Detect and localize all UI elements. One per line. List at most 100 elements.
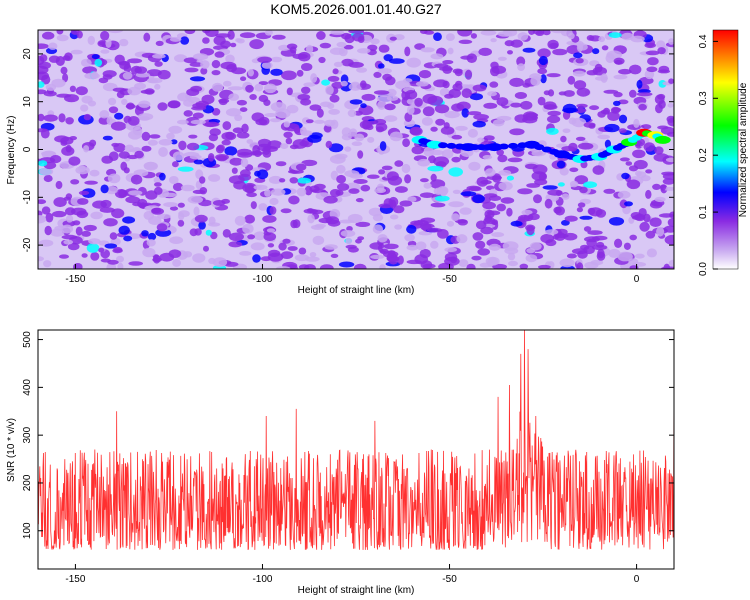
heatmap-blob <box>466 263 476 269</box>
heatmap-blob <box>647 57 659 66</box>
heatmap-blob <box>472 194 485 204</box>
heatmap-blob <box>152 53 166 59</box>
heatmap-blob <box>521 209 533 216</box>
heatmap-blob <box>38 215 46 221</box>
heatmap-blob <box>100 199 112 208</box>
heatmap-blob <box>526 225 535 236</box>
heatmap-blob <box>420 217 436 224</box>
heatmap-blob <box>497 31 513 37</box>
heatmap-blob <box>595 76 608 81</box>
heatmap-blob <box>369 242 385 250</box>
heatmap-blob <box>119 60 131 70</box>
heatmap-blob <box>313 119 325 124</box>
heatmap-blob <box>189 154 202 160</box>
heatmap-blob <box>567 75 576 85</box>
heatmap-ridge-point <box>541 146 552 153</box>
heatmap-blob <box>383 243 399 250</box>
heatmap-blob <box>573 80 587 90</box>
heatmap-blob <box>591 244 608 251</box>
heatmap-blob <box>469 93 483 101</box>
heatmap-blob <box>201 94 215 105</box>
heatmap-blob <box>397 255 404 265</box>
heatmap-blob <box>667 131 674 137</box>
heatmap-blob <box>455 125 468 131</box>
heatmap-blob <box>220 61 237 70</box>
heatmap-blob <box>45 212 54 223</box>
heatmap-blob <box>301 86 311 95</box>
y-tick-label: 200 <box>22 474 33 491</box>
heatmap-blob <box>576 42 584 53</box>
heatmap-blob <box>594 63 603 73</box>
heatmap-blob <box>180 184 195 192</box>
heatmap-blob <box>603 89 619 94</box>
heatmap-blob <box>38 128 48 133</box>
heatmap-blob <box>645 169 653 174</box>
heatmap-blob <box>193 206 200 216</box>
snr-series-line <box>38 330 674 550</box>
heatmap-blob <box>472 84 487 92</box>
heatmap-blob <box>443 122 450 129</box>
heatmap-blob <box>430 53 444 60</box>
heatmap-blob <box>645 189 652 199</box>
heatmap-blob <box>225 54 235 64</box>
heatmap-blob <box>329 47 345 55</box>
heatmap-blob <box>561 219 570 226</box>
heatmap-blob <box>657 69 671 74</box>
heatmap-blob <box>489 81 499 88</box>
heatmap-blob <box>458 39 473 44</box>
heatmap-blob <box>294 254 310 262</box>
heatmap-blob <box>148 216 162 225</box>
heatmap-blob <box>477 248 491 256</box>
heatmap-blob <box>122 71 133 80</box>
heatmap-blob <box>600 109 610 115</box>
heatmap-blob <box>111 142 120 147</box>
heatmap-blob <box>427 165 444 172</box>
heatmap-blob <box>341 133 352 141</box>
heatmap-blob <box>187 195 203 204</box>
heatmap-blob <box>447 47 454 55</box>
heatmap-blob <box>264 83 277 94</box>
heatmap-blob <box>497 56 507 61</box>
heatmap-blob <box>344 146 352 152</box>
heatmap-blob <box>228 232 244 242</box>
heatmap-blob <box>628 165 639 172</box>
heatmap-blob <box>618 114 628 124</box>
heatmap-blob <box>38 160 48 167</box>
heatmap-blob <box>430 202 446 208</box>
heatmap-blob <box>247 69 254 77</box>
heatmap-blob <box>38 210 43 217</box>
heatmap-blob <box>278 178 286 183</box>
heatmap-blob <box>45 83 57 91</box>
heatmap-blob <box>538 55 548 66</box>
heatmap-blob <box>399 200 413 207</box>
heatmap-blob <box>406 244 419 251</box>
heatmap-blob <box>588 123 596 129</box>
heatmap-blob <box>84 180 98 185</box>
heatmap-blob <box>507 50 513 55</box>
heatmap-blob <box>614 238 623 248</box>
heatmap-blob <box>87 100 97 107</box>
heatmap-blob <box>84 72 100 80</box>
heatmap-blob <box>589 105 600 111</box>
heatmap-blob <box>444 247 458 253</box>
heatmap-blob <box>666 115 674 123</box>
heatmap-blob <box>639 221 650 232</box>
heatmap-blob <box>163 202 179 208</box>
heatmap-blob <box>383 54 393 62</box>
heatmap-blob <box>282 238 291 244</box>
heatmap-blob <box>43 260 52 268</box>
heatmap-blob <box>497 154 508 163</box>
heatmap-blob <box>307 214 315 224</box>
heatmap-ridge-point <box>534 144 545 151</box>
heatmap-blob <box>65 117 74 125</box>
heatmap-blob <box>378 63 385 69</box>
heatmap-blob <box>330 30 345 35</box>
heatmap-blob <box>563 90 575 97</box>
heatmap-blob <box>424 30 435 35</box>
heatmap-blob <box>144 88 155 95</box>
heatmap-blob <box>270 188 286 196</box>
heatmap-blob <box>310 224 325 230</box>
heatmap-blob <box>138 100 151 108</box>
heatmap-blob <box>212 200 226 206</box>
heatmap-blob <box>348 82 363 91</box>
